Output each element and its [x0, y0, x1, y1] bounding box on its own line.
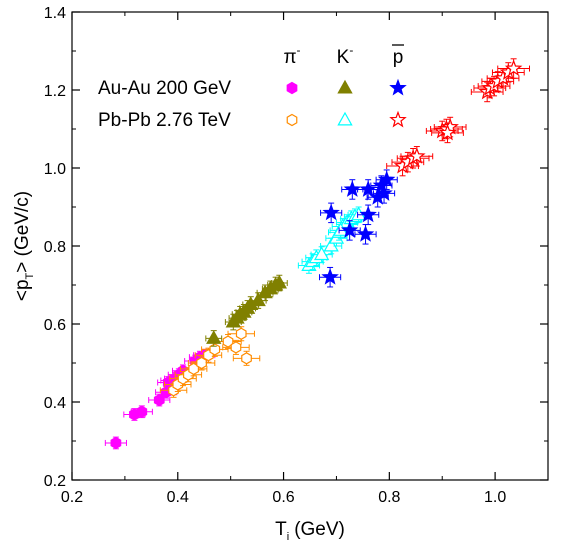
- data-point: [241, 352, 252, 365]
- series-2: [205, 274, 288, 347]
- data-point: [408, 147, 426, 164]
- data-point: [209, 343, 221, 356]
- y-tick-label: 1.2: [44, 83, 66, 100]
- data-layer: [104, 58, 530, 450]
- legend-row-label: Au-Au 200 GeV: [98, 78, 231, 99]
- legend-row-label: Pb-Pb 2.76 TeV: [98, 110, 231, 131]
- data-point: [250, 292, 266, 307]
- legend-marker: [286, 113, 298, 127]
- data-point: [504, 59, 523, 77]
- data-point: [340, 221, 359, 238]
- ticks-layer: 0.2 0.4 0.6 0.8 1.0 0.2 0.4 0.6 0.8 1.0 1.2 1.4: [44, 5, 549, 506]
- x-tick-label: 0.2: [61, 489, 83, 506]
- y-tick-label: 0.2: [44, 473, 66, 490]
- data-point: [323, 237, 339, 252]
- y-tick-label: 0.6: [44, 317, 66, 334]
- legend-column-symbol: p: [393, 47, 404, 68]
- legend-marker: [389, 78, 407, 96]
- series-4: [319, 169, 398, 288]
- series-5: [386, 58, 530, 177]
- data-point: [206, 330, 222, 344]
- data-point: [356, 225, 375, 242]
- legend-column-header: K-: [337, 43, 354, 68]
- data-point: [438, 123, 457, 141]
- y-tick-label: 0.4: [44, 395, 66, 412]
- x-tick-label: 0.6: [272, 489, 294, 506]
- y-axis-title-post: > (GeV/c): [12, 191, 33, 273]
- x-axis-title-main: T: [275, 519, 287, 540]
- data-point: [153, 393, 165, 407]
- data-point: [377, 170, 396, 188]
- legend-column-sup: -: [349, 43, 353, 57]
- legend-marker: [337, 79, 353, 94]
- x-axis-title: Ti (GeV): [275, 519, 345, 543]
- series-1: [159, 326, 261, 398]
- data-point: [359, 205, 377, 223]
- legend-column-sup: -: [297, 43, 301, 57]
- legend-marker: [286, 81, 298, 95]
- legend-marker: [389, 110, 407, 128]
- data-point: [359, 180, 377, 197]
- legend-marker: [337, 111, 353, 126]
- data-point: [321, 267, 339, 285]
- legend-column-symbol: π: [283, 47, 296, 68]
- y-tick-label: 1.0: [44, 161, 66, 178]
- data-point: [271, 274, 287, 289]
- x-axis-title-sub: i: [287, 531, 289, 543]
- data-point: [196, 356, 207, 370]
- data-point: [313, 246, 330, 261]
- data-point: [235, 327, 247, 340]
- x-tick-label: 1.0: [484, 489, 506, 506]
- data-point: [322, 203, 340, 221]
- legend-column-symbol: K: [337, 47, 350, 68]
- data-point: [136, 405, 148, 418]
- x-tick-label: 0.8: [378, 489, 400, 506]
- legend-column-header: π-: [283, 43, 300, 68]
- data-point: [230, 341, 242, 354]
- x-tick-label: 0.4: [167, 489, 189, 506]
- y-axis-title-sub: T: [24, 272, 36, 279]
- y-tick-label: 0.8: [44, 239, 66, 256]
- x-axis-title-unit: (GeV): [294, 519, 345, 540]
- y-tick-label: 1.4: [44, 5, 66, 22]
- legend-column-header: p: [393, 47, 404, 68]
- y-axis-title-pre: <p: [12, 279, 33, 301]
- y-axis-title: <pT> (GeV/c): [12, 191, 36, 301]
- data-point: [110, 436, 122, 450]
